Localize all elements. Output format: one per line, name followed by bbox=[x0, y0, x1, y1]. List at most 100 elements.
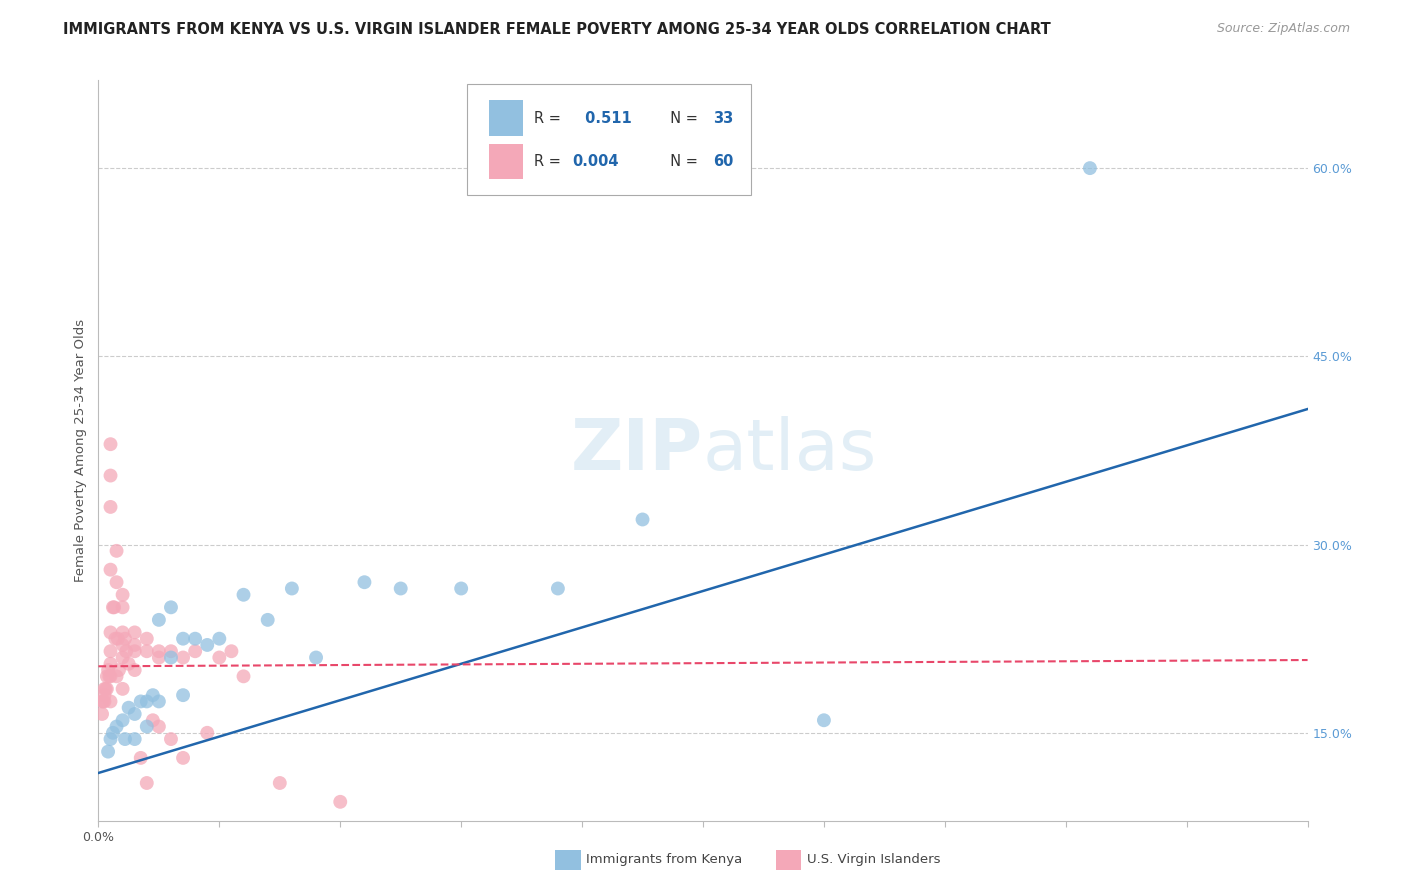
Point bbox=[115, 644, 138, 658]
Text: R =: R = bbox=[534, 111, 565, 126]
Text: atlas: atlas bbox=[703, 416, 877, 485]
Point bbox=[98, 669, 121, 683]
Point bbox=[111, 588, 134, 602]
FancyBboxPatch shape bbox=[489, 100, 523, 136]
Point bbox=[195, 726, 218, 740]
Text: N =: N = bbox=[661, 111, 702, 126]
Text: 0.004: 0.004 bbox=[572, 154, 619, 169]
Point bbox=[160, 650, 183, 665]
Point bbox=[281, 582, 304, 596]
Point bbox=[389, 582, 412, 596]
Point bbox=[450, 582, 472, 596]
Point bbox=[93, 694, 115, 708]
Point bbox=[100, 437, 122, 451]
Point bbox=[135, 719, 157, 733]
Point bbox=[160, 732, 183, 747]
Point bbox=[124, 663, 146, 677]
Point bbox=[232, 588, 254, 602]
Point bbox=[1078, 161, 1101, 175]
Point bbox=[135, 694, 157, 708]
Point bbox=[114, 632, 136, 646]
Point bbox=[96, 681, 118, 696]
Point bbox=[118, 700, 141, 714]
Point bbox=[114, 732, 136, 747]
Point bbox=[100, 500, 122, 514]
Point bbox=[91, 694, 114, 708]
Point bbox=[105, 669, 128, 683]
Point bbox=[329, 795, 352, 809]
Text: R =: R = bbox=[534, 154, 565, 169]
Point bbox=[172, 632, 194, 646]
Point bbox=[105, 719, 128, 733]
Point bbox=[111, 625, 134, 640]
Text: IMMIGRANTS FROM KENYA VS U.S. VIRGIN ISLANDER FEMALE POVERTY AMONG 25-34 YEAR OL: IMMIGRANTS FROM KENYA VS U.S. VIRGIN ISL… bbox=[63, 22, 1052, 37]
FancyBboxPatch shape bbox=[489, 144, 523, 179]
Point bbox=[172, 688, 194, 702]
Point bbox=[101, 726, 124, 740]
Point bbox=[135, 632, 157, 646]
Text: Source: ZipAtlas.com: Source: ZipAtlas.com bbox=[1216, 22, 1350, 36]
Text: Immigrants from Kenya: Immigrants from Kenya bbox=[586, 854, 742, 866]
Point bbox=[104, 632, 127, 646]
Point bbox=[135, 644, 157, 658]
Point bbox=[129, 751, 152, 765]
Point bbox=[142, 688, 165, 702]
Point bbox=[124, 644, 146, 658]
Point bbox=[148, 694, 170, 708]
Point bbox=[94, 681, 117, 696]
Point bbox=[129, 694, 152, 708]
Point bbox=[118, 657, 141, 671]
Point bbox=[107, 632, 129, 646]
Point bbox=[101, 600, 124, 615]
Point bbox=[172, 650, 194, 665]
Point bbox=[124, 638, 146, 652]
Point bbox=[93, 688, 115, 702]
FancyBboxPatch shape bbox=[467, 84, 751, 195]
Text: N =: N = bbox=[661, 154, 702, 169]
Y-axis label: Female Poverty Among 25-34 Year Olds: Female Poverty Among 25-34 Year Olds bbox=[75, 319, 87, 582]
Text: 60: 60 bbox=[713, 154, 733, 169]
Point bbox=[148, 719, 170, 733]
Point bbox=[353, 575, 375, 590]
Point bbox=[105, 544, 128, 558]
Point bbox=[256, 613, 278, 627]
Point bbox=[111, 638, 134, 652]
Point bbox=[631, 512, 654, 526]
Point bbox=[160, 644, 183, 658]
Point bbox=[100, 669, 122, 683]
Point bbox=[100, 657, 122, 671]
Point bbox=[269, 776, 291, 790]
Point bbox=[135, 776, 157, 790]
Point bbox=[91, 706, 114, 721]
Point bbox=[148, 644, 170, 658]
Point bbox=[184, 644, 207, 658]
Point bbox=[93, 681, 115, 696]
Point bbox=[305, 650, 328, 665]
Point bbox=[208, 632, 231, 646]
Point bbox=[100, 468, 122, 483]
Point bbox=[813, 713, 835, 727]
Point bbox=[96, 669, 118, 683]
Point bbox=[100, 563, 122, 577]
Point bbox=[105, 575, 128, 590]
Point bbox=[124, 706, 146, 721]
Text: U.S. Virgin Islanders: U.S. Virgin Islanders bbox=[807, 854, 941, 866]
Point bbox=[97, 745, 120, 759]
Point bbox=[142, 713, 165, 727]
Text: ZIP: ZIP bbox=[571, 416, 703, 485]
Point bbox=[148, 650, 170, 665]
Point bbox=[124, 732, 146, 747]
Point bbox=[195, 638, 218, 652]
Point bbox=[172, 751, 194, 765]
Point bbox=[124, 625, 146, 640]
Text: 0.511: 0.511 bbox=[579, 111, 631, 126]
Point bbox=[111, 600, 134, 615]
Point bbox=[208, 650, 231, 665]
Point bbox=[100, 694, 122, 708]
Point bbox=[100, 644, 122, 658]
Point bbox=[100, 732, 122, 747]
Text: 33: 33 bbox=[713, 111, 733, 126]
Point bbox=[108, 663, 131, 677]
Point bbox=[103, 600, 125, 615]
Point bbox=[100, 625, 122, 640]
